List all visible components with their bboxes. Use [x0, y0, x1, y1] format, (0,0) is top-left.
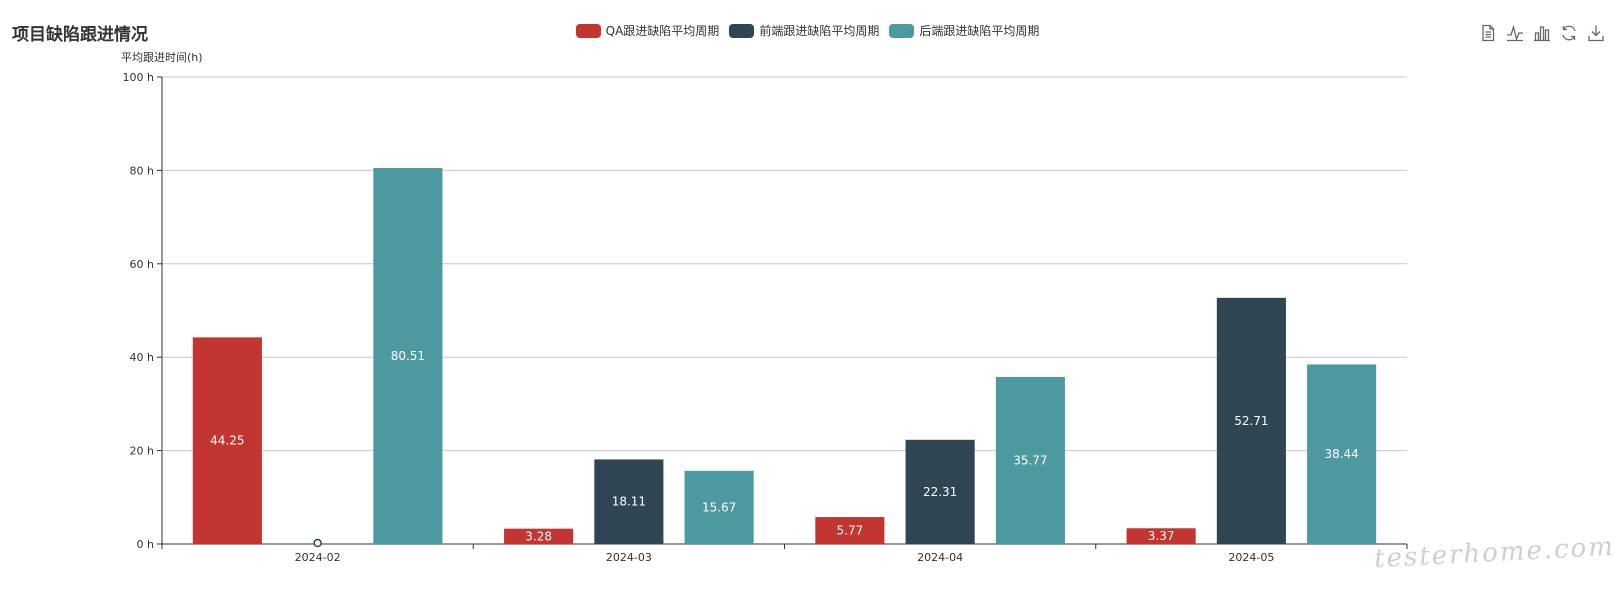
- legend-item-frontend[interactable]: 前端跟进缺陷平均周期: [729, 22, 879, 39]
- legend-label-backend: 后端跟进缺陷平均周期: [919, 24, 1040, 38]
- data-label: 22.31: [923, 485, 957, 499]
- x-tick-label: 2024-03: [606, 551, 652, 564]
- bar: [815, 517, 885, 544]
- y-axis-label: 平均跟进时间(h): [121, 51, 203, 64]
- bar: [192, 337, 262, 544]
- chart-title: 项目缺陷跟进情况: [12, 25, 148, 45]
- y-tick-label: 80 h: [130, 164, 154, 177]
- zero-value-marker: [313, 538, 322, 548]
- data-label: 35.77: [1013, 453, 1047, 467]
- toolbox: [1479, 24, 1605, 42]
- bar: [1307, 364, 1377, 544]
- bar: [594, 459, 664, 544]
- data-label: 44.25: [210, 434, 244, 448]
- data-view-icon[interactable]: [1479, 24, 1497, 42]
- bar: [1216, 297, 1286, 544]
- bar: [1126, 528, 1196, 544]
- data-label: 15.67: [702, 500, 736, 514]
- legend-swatch-qa: [575, 23, 601, 38]
- y-tick-label: 60 h: [130, 258, 154, 271]
- y-tick-label: 20 h: [130, 445, 154, 458]
- x-tick-label: 2024-02: [295, 551, 341, 564]
- data-label: 80.51: [391, 349, 425, 363]
- legend-label-qa: QA跟进缺陷平均周期: [605, 24, 720, 38]
- data-label: 5.77: [837, 524, 864, 538]
- restore-icon[interactable]: [1560, 24, 1578, 42]
- line-switch-icon[interactable]: [1506, 24, 1524, 42]
- data-label: 18.11: [612, 495, 646, 509]
- x-tick-label: 2024-04: [917, 551, 963, 564]
- bar: [995, 376, 1065, 544]
- legend-item-backend[interactable]: 后端跟进缺陷平均周期: [889, 22, 1039, 39]
- y-tick-label: 40 h: [130, 351, 154, 364]
- legend-label-frontend: 前端跟进缺陷平均周期: [759, 24, 880, 38]
- y-tick-label: 100 h: [123, 71, 154, 84]
- bar: [684, 470, 754, 544]
- bar: [373, 168, 443, 544]
- bar-switch-icon[interactable]: [1533, 24, 1551, 42]
- x-tick-label: 2024-05: [1228, 551, 1274, 564]
- bar: [905, 439, 975, 544]
- save-image-icon[interactable]: [1587, 24, 1605, 42]
- legend: QA跟进缺陷平均周期 前端跟进缺陷平均周期 后端跟进缺陷平均周期: [0, 22, 1615, 39]
- legend-swatch-frontend: [729, 23, 755, 38]
- data-label: 3.37: [1148, 529, 1175, 543]
- legend-swatch-backend: [889, 23, 915, 38]
- data-label: 38.44: [1324, 447, 1358, 461]
- data-label: 3.28: [525, 529, 552, 543]
- data-label: 52.71: [1234, 414, 1268, 428]
- y-tick-label: 0 h: [137, 538, 154, 551]
- legend-item-qa[interactable]: QA跟进缺陷平均周期: [575, 22, 720, 39]
- bar: [504, 528, 574, 544]
